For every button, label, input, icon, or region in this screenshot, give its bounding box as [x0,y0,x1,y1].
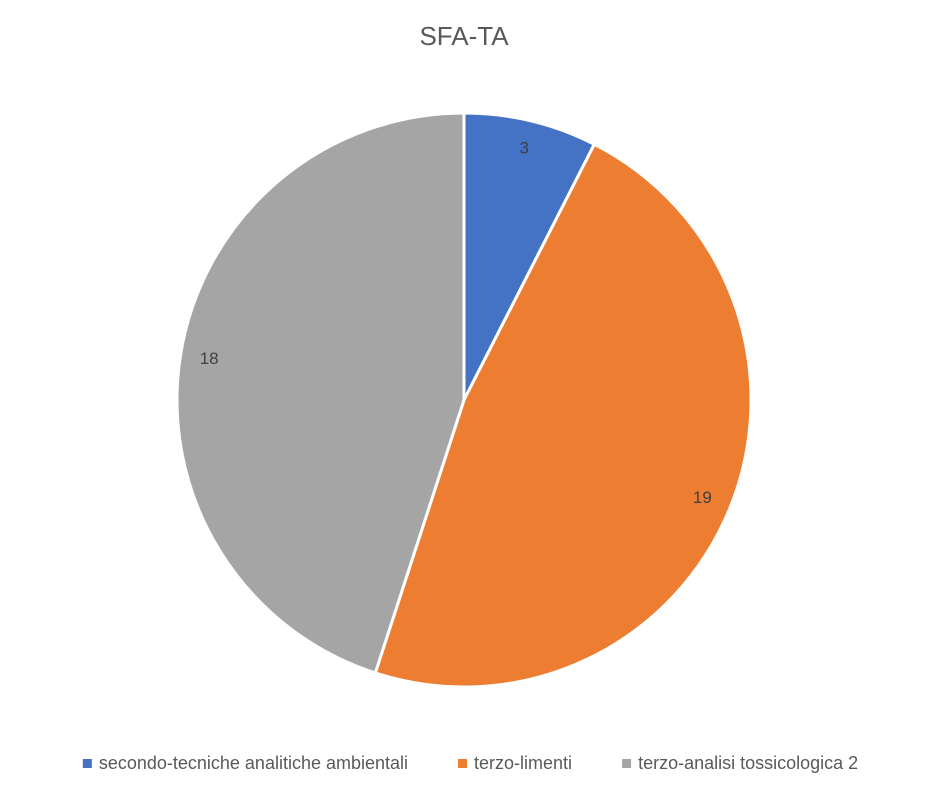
data-label: 3 [519,139,528,158]
legend-label: secondo-tecniche analitiche ambientali [99,753,408,773]
pie-slice [462,111,597,401]
pie-slice [373,142,753,689]
legend-marker [82,759,92,768]
legend-label: terzo-analisi tossicologica 2 [638,753,858,773]
pie-slice [175,111,466,675]
legend-marker [622,759,632,768]
legend-label: terzo-limenti [474,753,572,773]
data-label: 18 [200,349,219,368]
data-label: 19 [693,488,712,507]
legend-marker [458,759,468,768]
chart-title: SFA-TA [419,21,509,51]
